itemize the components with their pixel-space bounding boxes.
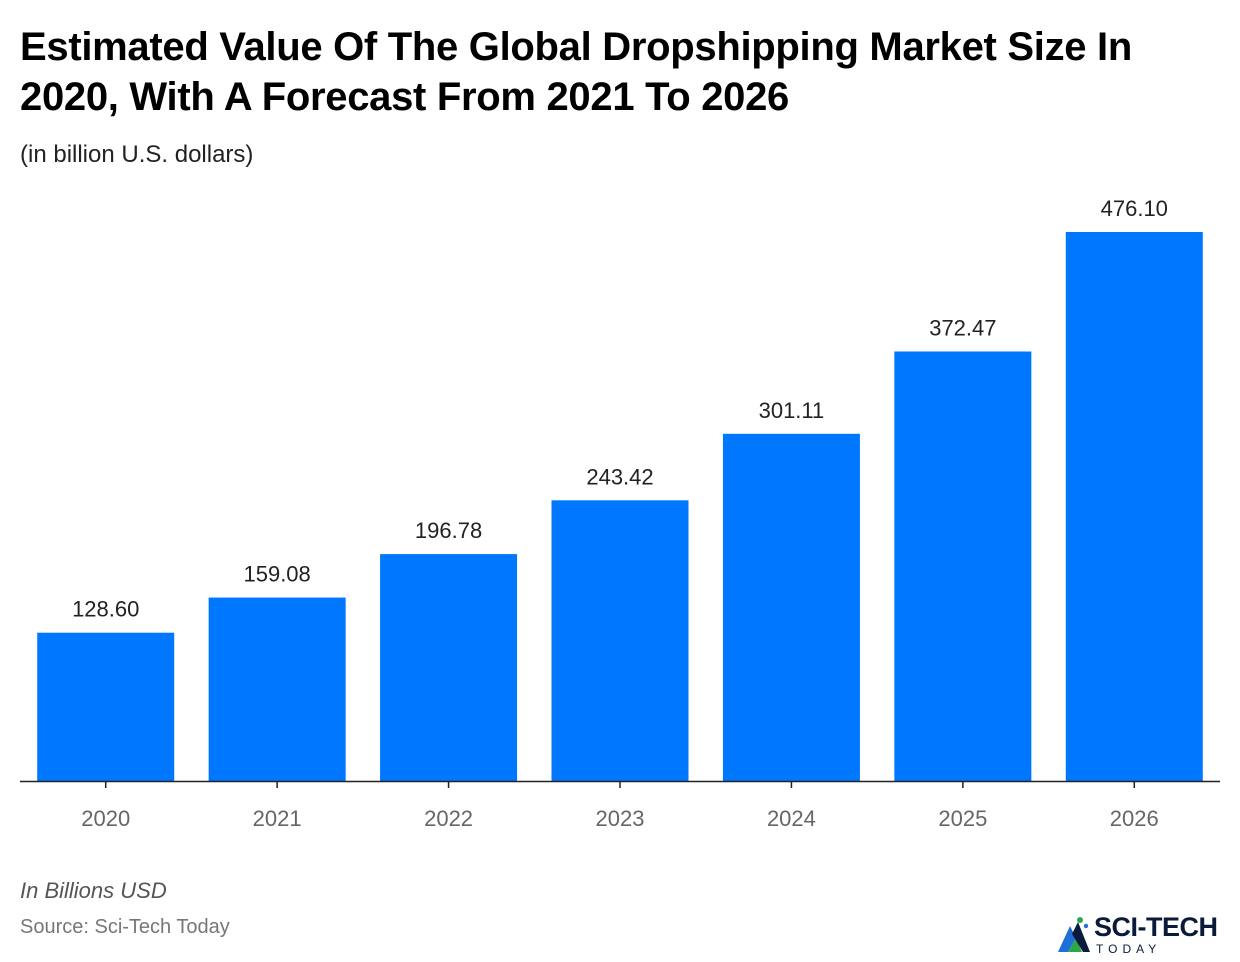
value-label-2022: 196.78	[415, 518, 482, 543]
bar-2023	[551, 500, 689, 781]
value-label-2021: 159.08	[243, 562, 310, 587]
chart-title: Estimated Value Of The Global Dropshippi…	[20, 25, 1132, 119]
bar-2020	[37, 632, 175, 781]
value-label-2026: 476.10	[1101, 196, 1168, 221]
logo-name: SCI-TECH	[1094, 912, 1218, 942]
x-axis-ticks-layer: 2020 2021 2022 2023 2024 2025 2026	[81, 781, 1159, 831]
value-labels-layer: 128.60 159.08 196.78 243.42 301.11 372.47 476.…	[72, 196, 1168, 622]
source-text: Source: Sci-Tech Today	[20, 916, 230, 938]
bar-2024	[722, 433, 860, 781]
bar-2022	[380, 554, 518, 781]
bar-2021	[208, 597, 346, 781]
bars-layer	[37, 232, 1203, 781]
x-tick-label-2021: 2021	[253, 806, 302, 831]
unit-note: In Billions USD	[20, 878, 167, 903]
chart-subtitle: (in billion U.S. dollars)	[20, 141, 254, 168]
value-label-2023: 243.42	[586, 464, 653, 489]
x-tick-label-2022: 2022	[424, 806, 473, 831]
x-tick-label-2023: 2023	[596, 806, 645, 831]
bar-2026	[1065, 232, 1203, 781]
x-tick-label-2020: 2020	[81, 806, 130, 831]
x-tick-label-2026: 2026	[1110, 806, 1159, 831]
value-label-2020: 128.60	[72, 597, 139, 622]
bar-chart: 128.60 159.08 196.78 243.42 301.11 372.47 476.…	[20, 196, 1220, 831]
bar-2025	[894, 351, 1032, 781]
sci-tech-logo: SCI-TECH TODAY	[1056, 912, 1232, 958]
value-label-2025: 372.47	[929, 315, 996, 340]
logo-mark-icon	[1058, 917, 1090, 952]
x-tick-label-2024: 2024	[767, 806, 816, 831]
x-tick-label-2025: 2025	[938, 806, 987, 831]
value-label-2024: 301.11	[759, 398, 825, 423]
logo-subtitle: TODAY	[1096, 942, 1162, 956]
